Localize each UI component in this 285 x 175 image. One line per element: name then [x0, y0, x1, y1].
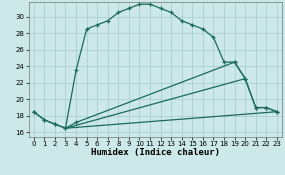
X-axis label: Humidex (Indice chaleur): Humidex (Indice chaleur)	[91, 148, 220, 157]
